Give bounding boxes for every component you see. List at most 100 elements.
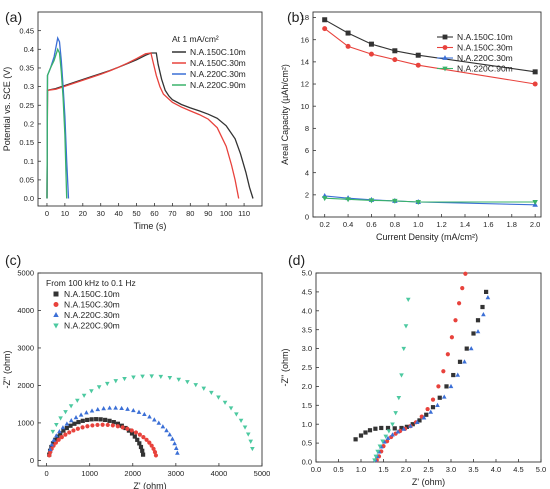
legend-marker: [53, 291, 59, 297]
data-point: [147, 414, 152, 419]
data-point: [373, 454, 379, 459]
data-point: [115, 421, 121, 426]
y-tick-label: 0.35: [19, 64, 34, 73]
data-point: [81, 393, 87, 398]
data-point: [59, 435, 64, 440]
data-point: [455, 372, 461, 377]
data-point: [100, 422, 105, 427]
data-point: [119, 405, 124, 411]
data-point: [115, 424, 120, 429]
data-point: [345, 30, 351, 36]
data-point: [321, 196, 328, 202]
data-point: [152, 449, 158, 455]
y-tick-label: 5.0: [302, 269, 312, 278]
data-point: [373, 426, 378, 431]
data-point: [377, 444, 383, 449]
data-point: [462, 359, 467, 364]
data-point: [457, 301, 462, 306]
data-point: [149, 374, 154, 379]
y-axis-label: -Z'' (ohm): [280, 349, 290, 387]
plot-frame: [315, 272, 542, 463]
data-point: [135, 437, 140, 442]
data-point: [147, 440, 152, 445]
y-tick-label: 0.0: [24, 194, 34, 203]
series-line: [324, 195, 536, 206]
data-point: [85, 417, 90, 423]
data-point: [405, 297, 411, 302]
x-tick-label: 4000: [211, 469, 228, 478]
y-tick-label: 4: [305, 168, 309, 177]
y-tick-label: 6: [305, 146, 309, 155]
series-line: [46, 52, 254, 199]
data-point: [380, 439, 385, 444]
data-point: [49, 442, 55, 447]
data-point: [95, 422, 100, 428]
data-point: [441, 394, 447, 399]
data-point: [403, 324, 409, 329]
y-tick-label: 1000: [17, 419, 34, 428]
data-point: [110, 423, 115, 428]
data-point: [390, 432, 395, 437]
data-point: [164, 428, 169, 433]
x-tick-label: 1.4: [460, 220, 470, 229]
data-point: [460, 286, 465, 291]
x-tick-label: 1.0: [413, 220, 423, 229]
data-point: [485, 295, 491, 300]
legend-marker: [53, 312, 59, 317]
data-point: [90, 423, 95, 428]
data-point: [104, 381, 110, 387]
panel-label: (a): [5, 9, 22, 25]
data-point: [73, 415, 79, 420]
x-tick-label: 30: [97, 209, 105, 218]
data-point: [430, 397, 436, 402]
legend-marker: [442, 45, 448, 50]
legend-marker: [442, 34, 448, 40]
data-point: [133, 430, 139, 435]
legend-label: N.A.150C.10m: [190, 47, 246, 57]
y-tick-label: 0.1: [24, 157, 34, 166]
x-tick-label: 5.0: [536, 465, 546, 474]
data-point: [414, 419, 420, 424]
x-tick-label: 40: [114, 209, 122, 218]
data-point: [170, 436, 175, 441]
y-tick-label: 5000: [17, 269, 34, 278]
data-point: [76, 420, 81, 425]
data-point: [137, 441, 142, 446]
data-point: [126, 428, 132, 433]
x-tick-label: 110: [238, 209, 250, 218]
data-point: [64, 425, 69, 431]
x-tick-label: 80: [186, 209, 194, 218]
series-line: [324, 197, 536, 203]
data-point: [385, 425, 391, 431]
data-point: [50, 441, 56, 446]
data-point: [149, 443, 154, 448]
x-tick-label: 70: [168, 209, 176, 218]
y-tick-label: 0.2: [24, 120, 34, 129]
data-point: [471, 331, 476, 336]
data-point: [68, 418, 74, 423]
legend-label: N.A.150C.30m: [190, 58, 246, 68]
data-point: [125, 426, 130, 431]
data-point: [63, 432, 68, 437]
x-tick-label: 4.0: [491, 465, 501, 474]
y-tick-label: 1.5: [302, 401, 312, 410]
data-point: [113, 379, 119, 384]
y-tick-label: 18: [301, 13, 309, 22]
data-point: [421, 415, 427, 420]
y-tick-label: 3000: [17, 344, 34, 353]
x-tick-label: 50: [132, 209, 140, 218]
plot-frame: [37, 11, 263, 207]
data-point: [250, 446, 255, 452]
data-point: [353, 437, 358, 442]
data-point: [54, 433, 59, 438]
data-point: [383, 434, 389, 439]
data-point: [392, 57, 398, 63]
data-point: [386, 429, 392, 434]
data-point: [481, 312, 486, 317]
legend-label: N.A.220C.30m: [64, 310, 120, 320]
legend-marker: [53, 302, 59, 307]
data-point: [85, 424, 90, 429]
y-tick-label: 4.0: [302, 306, 312, 315]
y-tick-label: 8: [305, 124, 309, 133]
x-tick-label: 4.5: [513, 465, 523, 474]
